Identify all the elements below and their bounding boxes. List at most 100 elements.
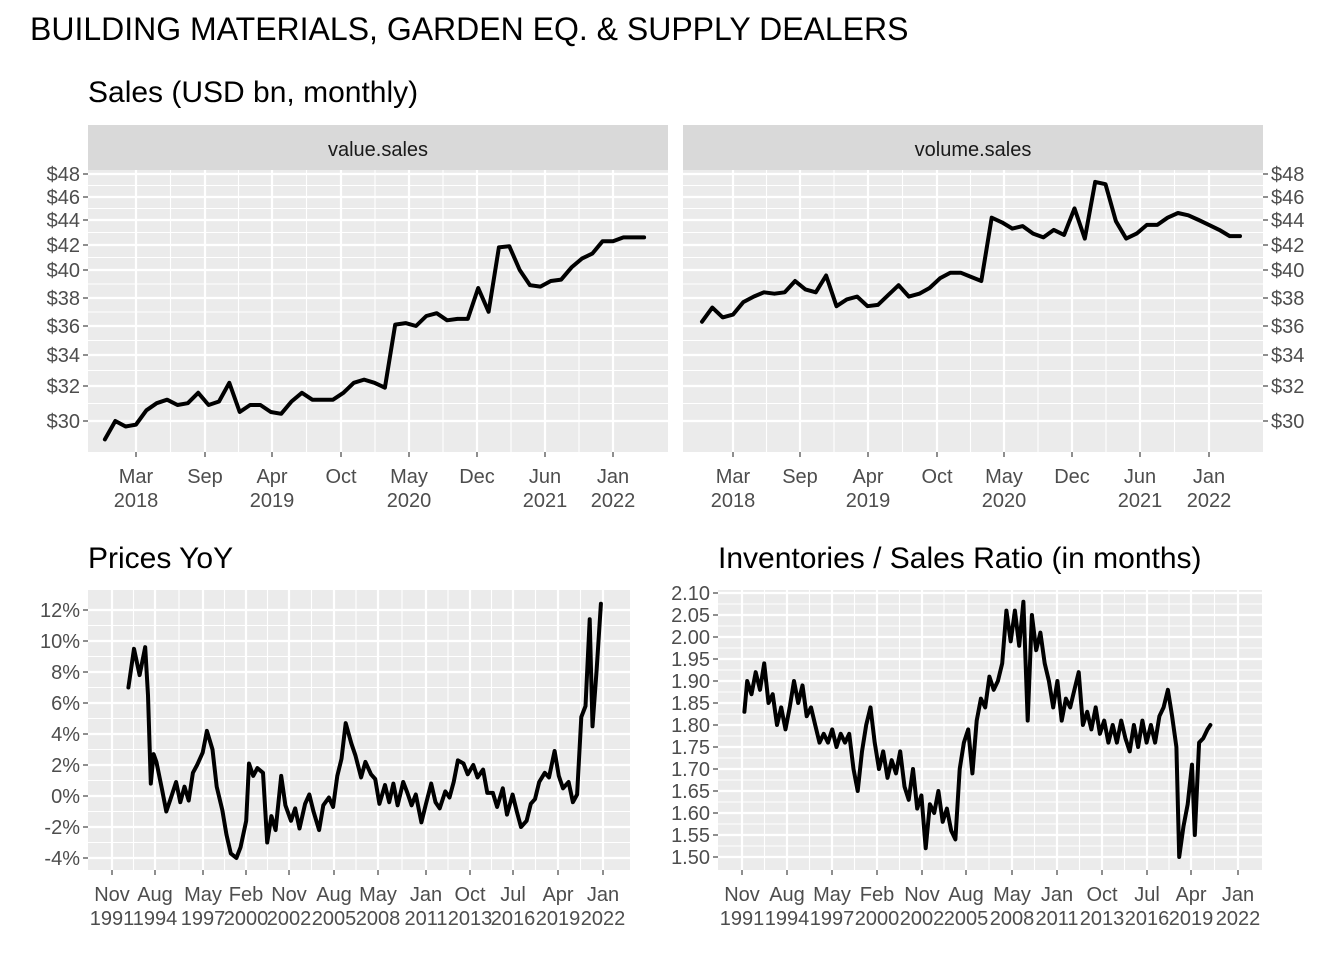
panel-bg-prices — [88, 590, 630, 870]
x-tick-label-year: 2019 — [536, 908, 581, 930]
y-tick-label: $42 — [47, 235, 80, 257]
x-tick-label-year: 2011 — [1035, 908, 1078, 930]
series-line — [742, 599, 1213, 859]
x-tick-label-year: 2000 — [855, 908, 900, 930]
y-tick-label: $46 — [1271, 187, 1304, 209]
y-tick-label: $46 — [47, 187, 80, 209]
x-tick-label-year: 2019 — [1169, 908, 1214, 930]
x-tick-label: May — [184, 884, 222, 906]
x-tick-label-year: 1997 — [810, 908, 855, 930]
facet-strip-value-sales — [88, 125, 668, 170]
x-tick-label-year: 2022 — [581, 908, 626, 930]
y-tick-label: $40 — [47, 260, 80, 282]
x-tick-label-year: 2016 — [491, 908, 536, 930]
y-tick-label: 8% — [51, 662, 80, 684]
x-tick-label-year: 2019 — [250, 490, 295, 512]
y-tick-label: $32 — [47, 376, 80, 398]
chart-title-prices: Prices YoY — [88, 542, 233, 575]
x-tick-label: Jul — [500, 884, 526, 906]
x-tick-label: Aug — [769, 884, 805, 906]
y-tick-label: 0% — [51, 786, 80, 808]
x-tick-label: Nov — [904, 884, 940, 906]
y-tick-label: $44 — [1271, 210, 1304, 232]
y-tick-label: 1.50 — [671, 847, 710, 869]
y-tick-label: 2.10 — [671, 583, 710, 605]
x-tick-label: Oct — [325, 466, 357, 488]
x-tick-label-year: 2016 — [1125, 908, 1170, 930]
x-tick-label-year: 2022 — [1187, 490, 1232, 512]
x-tick-label-year: 2013 — [1080, 908, 1125, 930]
x-tick-label: Dec — [459, 466, 495, 488]
x-tick-label: Nov — [724, 884, 760, 906]
x-tick-label: Mar — [119, 466, 154, 488]
plot-area-inventories: Nov1991Aug1994May1997Feb2000Nov2002Aug20… — [671, 583, 1262, 930]
x-tick-label: May — [813, 884, 851, 906]
y-tick-label: 1.75 — [671, 737, 710, 759]
x-tick-label: Jan — [1222, 884, 1254, 906]
y-tick-label: $34 — [1271, 345, 1304, 367]
x-tick-label-year: 2021 — [523, 490, 568, 512]
x-tick-label: Jan — [410, 884, 442, 906]
y-tick-label: 1.65 — [671, 781, 710, 803]
y-tick-label: 2% — [51, 755, 80, 777]
y-tick-label: $38 — [1271, 288, 1304, 310]
chart-prices-yoy: Prices YoY Nov1991Aug1994May1997Feb2000N… — [40, 542, 630, 930]
x-tick-label: Sep — [782, 466, 818, 488]
x-tick-label-year: 2002 — [267, 908, 312, 930]
x-tick-label-year: 2020 — [387, 490, 432, 512]
y-tick-label: -4% — [44, 848, 80, 870]
y-tick-label: $38 — [47, 288, 80, 310]
y-tick-label: $30 — [1271, 411, 1304, 433]
y-tick-label: 1.55 — [671, 825, 710, 847]
x-tick-label: Aug — [137, 884, 173, 906]
x-tick-label: Oct — [454, 884, 486, 906]
panel-bg-value-sales — [88, 170, 668, 452]
x-tick-label: Apr — [852, 466, 883, 488]
y-tick-label: 1.95 — [671, 649, 710, 671]
x-tick-label: Jun — [529, 466, 561, 488]
x-tick-label-year: 2000 — [224, 908, 269, 930]
x-tick-label: Sep — [187, 466, 223, 488]
x-tick-label: Nov — [94, 884, 130, 906]
x-tick-label: Oct — [1086, 884, 1118, 906]
x-tick-label-year: 1991 — [720, 908, 765, 930]
facet-label-volume-sales: volume.sales — [915, 139, 1032, 161]
x-tick-label-year: 2020 — [982, 490, 1027, 512]
x-tick-label: May — [390, 466, 428, 488]
x-tick-label: Jul — [1134, 884, 1160, 906]
chart-title-inventories: Inventories / Sales Ratio (in months) — [718, 542, 1202, 575]
x-tick-label: Oct — [921, 466, 953, 488]
x-tick-label-year: 2022 — [591, 490, 636, 512]
series-line — [126, 601, 603, 860]
x-tick-label: Apr — [542, 884, 573, 906]
x-tick-label-year: 2019 — [846, 490, 891, 512]
y-tick-label: 4% — [51, 724, 80, 746]
x-tick-label: May — [993, 884, 1031, 906]
x-tick-label-year: 1994 — [765, 908, 810, 930]
y-tick-label: 6% — [51, 693, 80, 715]
x-tick-label: Jun — [1124, 466, 1156, 488]
y-tick-label: $44 — [47, 210, 80, 232]
y-tick-label: $36 — [47, 316, 80, 338]
y-tick-label: 1.60 — [671, 803, 710, 825]
x-tick-label: Jan — [587, 884, 619, 906]
x-tick-label: Apr — [256, 466, 287, 488]
x-tick-label-year: 1991 — [90, 908, 135, 930]
y-tick-label: 1.85 — [671, 693, 710, 715]
x-tick-label-year: 1994 — [133, 908, 178, 930]
chart-inventories-ratio: Inventories / Sales Ratio (in months) No… — [671, 542, 1262, 930]
y-tick-label: $34 — [47, 345, 80, 367]
figure-title: BUILDING MATERIALS, GARDEN EQ. & SUPPLY … — [30, 11, 908, 47]
y-tick-label: 1.70 — [671, 759, 710, 781]
x-tick-label: May — [359, 884, 397, 906]
y-tick-label: $30 — [47, 411, 80, 433]
y-tick-label: 2.00 — [671, 627, 710, 649]
x-tick-label-year: 2022 — [1216, 908, 1261, 930]
x-tick-label: Apr — [1175, 884, 1206, 906]
x-tick-label: Mar — [716, 466, 751, 488]
x-tick-label: Dec — [1054, 466, 1090, 488]
y-tick-label: $48 — [1271, 164, 1304, 186]
